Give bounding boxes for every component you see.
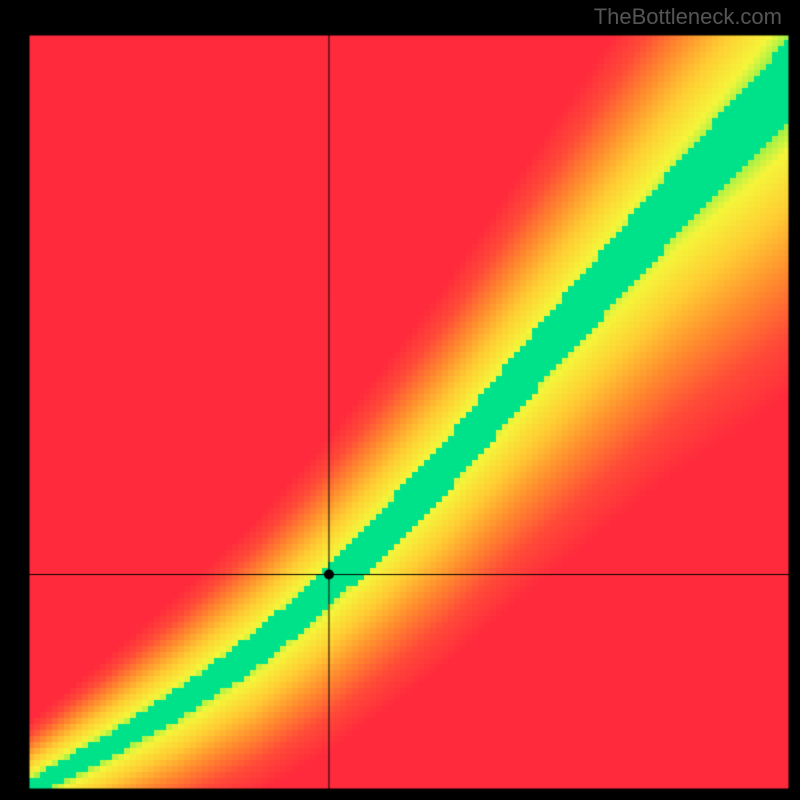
watermark-text: TheBottleneck.com [594, 4, 782, 30]
chart-container: TheBottleneck.com [0, 0, 800, 800]
bottleneck-heatmap [0, 0, 800, 800]
